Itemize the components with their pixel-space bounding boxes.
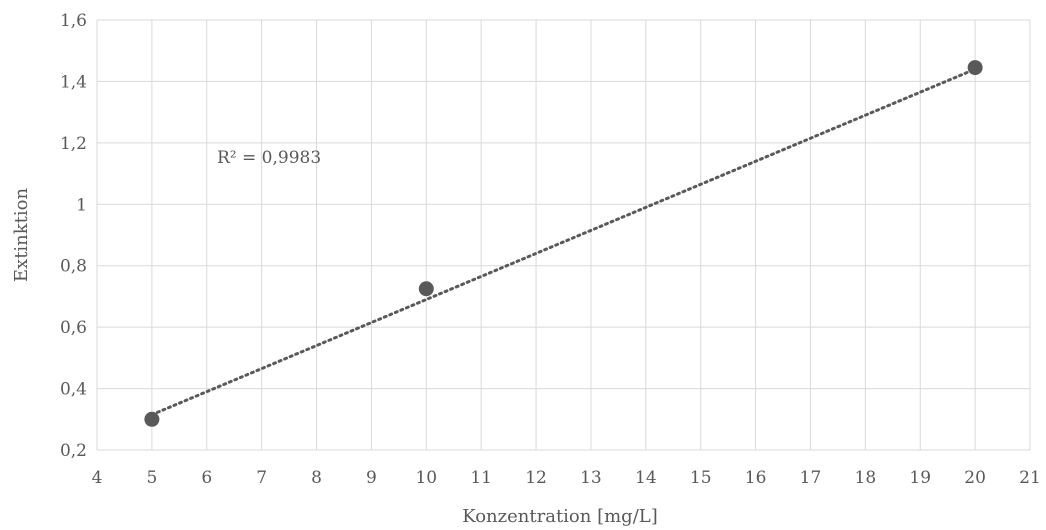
x-tick-label: 8	[311, 468, 322, 488]
linear-trendline	[150, 67, 977, 417]
x-tick-label: 13	[580, 468, 602, 488]
r-squared-annotation: R² = 0,9983	[217, 148, 321, 168]
x-tick-label: 21	[1019, 468, 1041, 488]
x-tick-label: 19	[909, 468, 931, 488]
x-tick-label: 5	[146, 468, 157, 488]
y-tick-labels: 0,2 0,4 0,6 0,8 1 1,2 1,4 1,6	[60, 11, 87, 461]
x-tick-labels: 4 5 6 7 8 9 10 11 12 13 14 15 16 17 18 19 20 21	[92, 468, 1041, 488]
y-tick-label: 0,8	[60, 257, 87, 277]
y-tick-label: 1,2	[60, 134, 87, 154]
x-tick-label: 14	[635, 468, 657, 488]
x-tick-label: 15	[690, 468, 712, 488]
x-tick-label: 11	[470, 468, 492, 488]
data-point	[967, 60, 983, 76]
y-tick-label: 1,4	[60, 72, 87, 92]
x-tick-label: 4	[92, 468, 103, 488]
trendline-layer	[150, 67, 977, 417]
x-axis-title: Konzentration [mg/L]	[462, 506, 658, 527]
data-point	[418, 281, 434, 297]
x-tick-label: 16	[745, 468, 767, 488]
x-tick-label: 10	[415, 468, 437, 488]
data-points	[144, 60, 983, 427]
y-tick-label: 0,6	[60, 318, 87, 338]
x-tick-label: 6	[201, 468, 212, 488]
x-tick-label: 17	[800, 468, 822, 488]
x-tick-label: 20	[964, 468, 986, 488]
data-point	[144, 411, 160, 427]
x-tick-label: 7	[256, 468, 267, 488]
x-tick-label: 18	[855, 468, 877, 488]
y-tick-label: 1	[76, 195, 87, 215]
y-tick-label: 0,2	[60, 441, 87, 461]
x-tick-label: 12	[525, 468, 547, 488]
y-tick-label: 0,4	[60, 380, 87, 400]
x-tick-label: 9	[366, 468, 377, 488]
y-tick-label: 1,6	[60, 11, 87, 31]
y-axis-title: Extinktion	[11, 187, 32, 282]
grid-lines	[96, 19, 1031, 451]
